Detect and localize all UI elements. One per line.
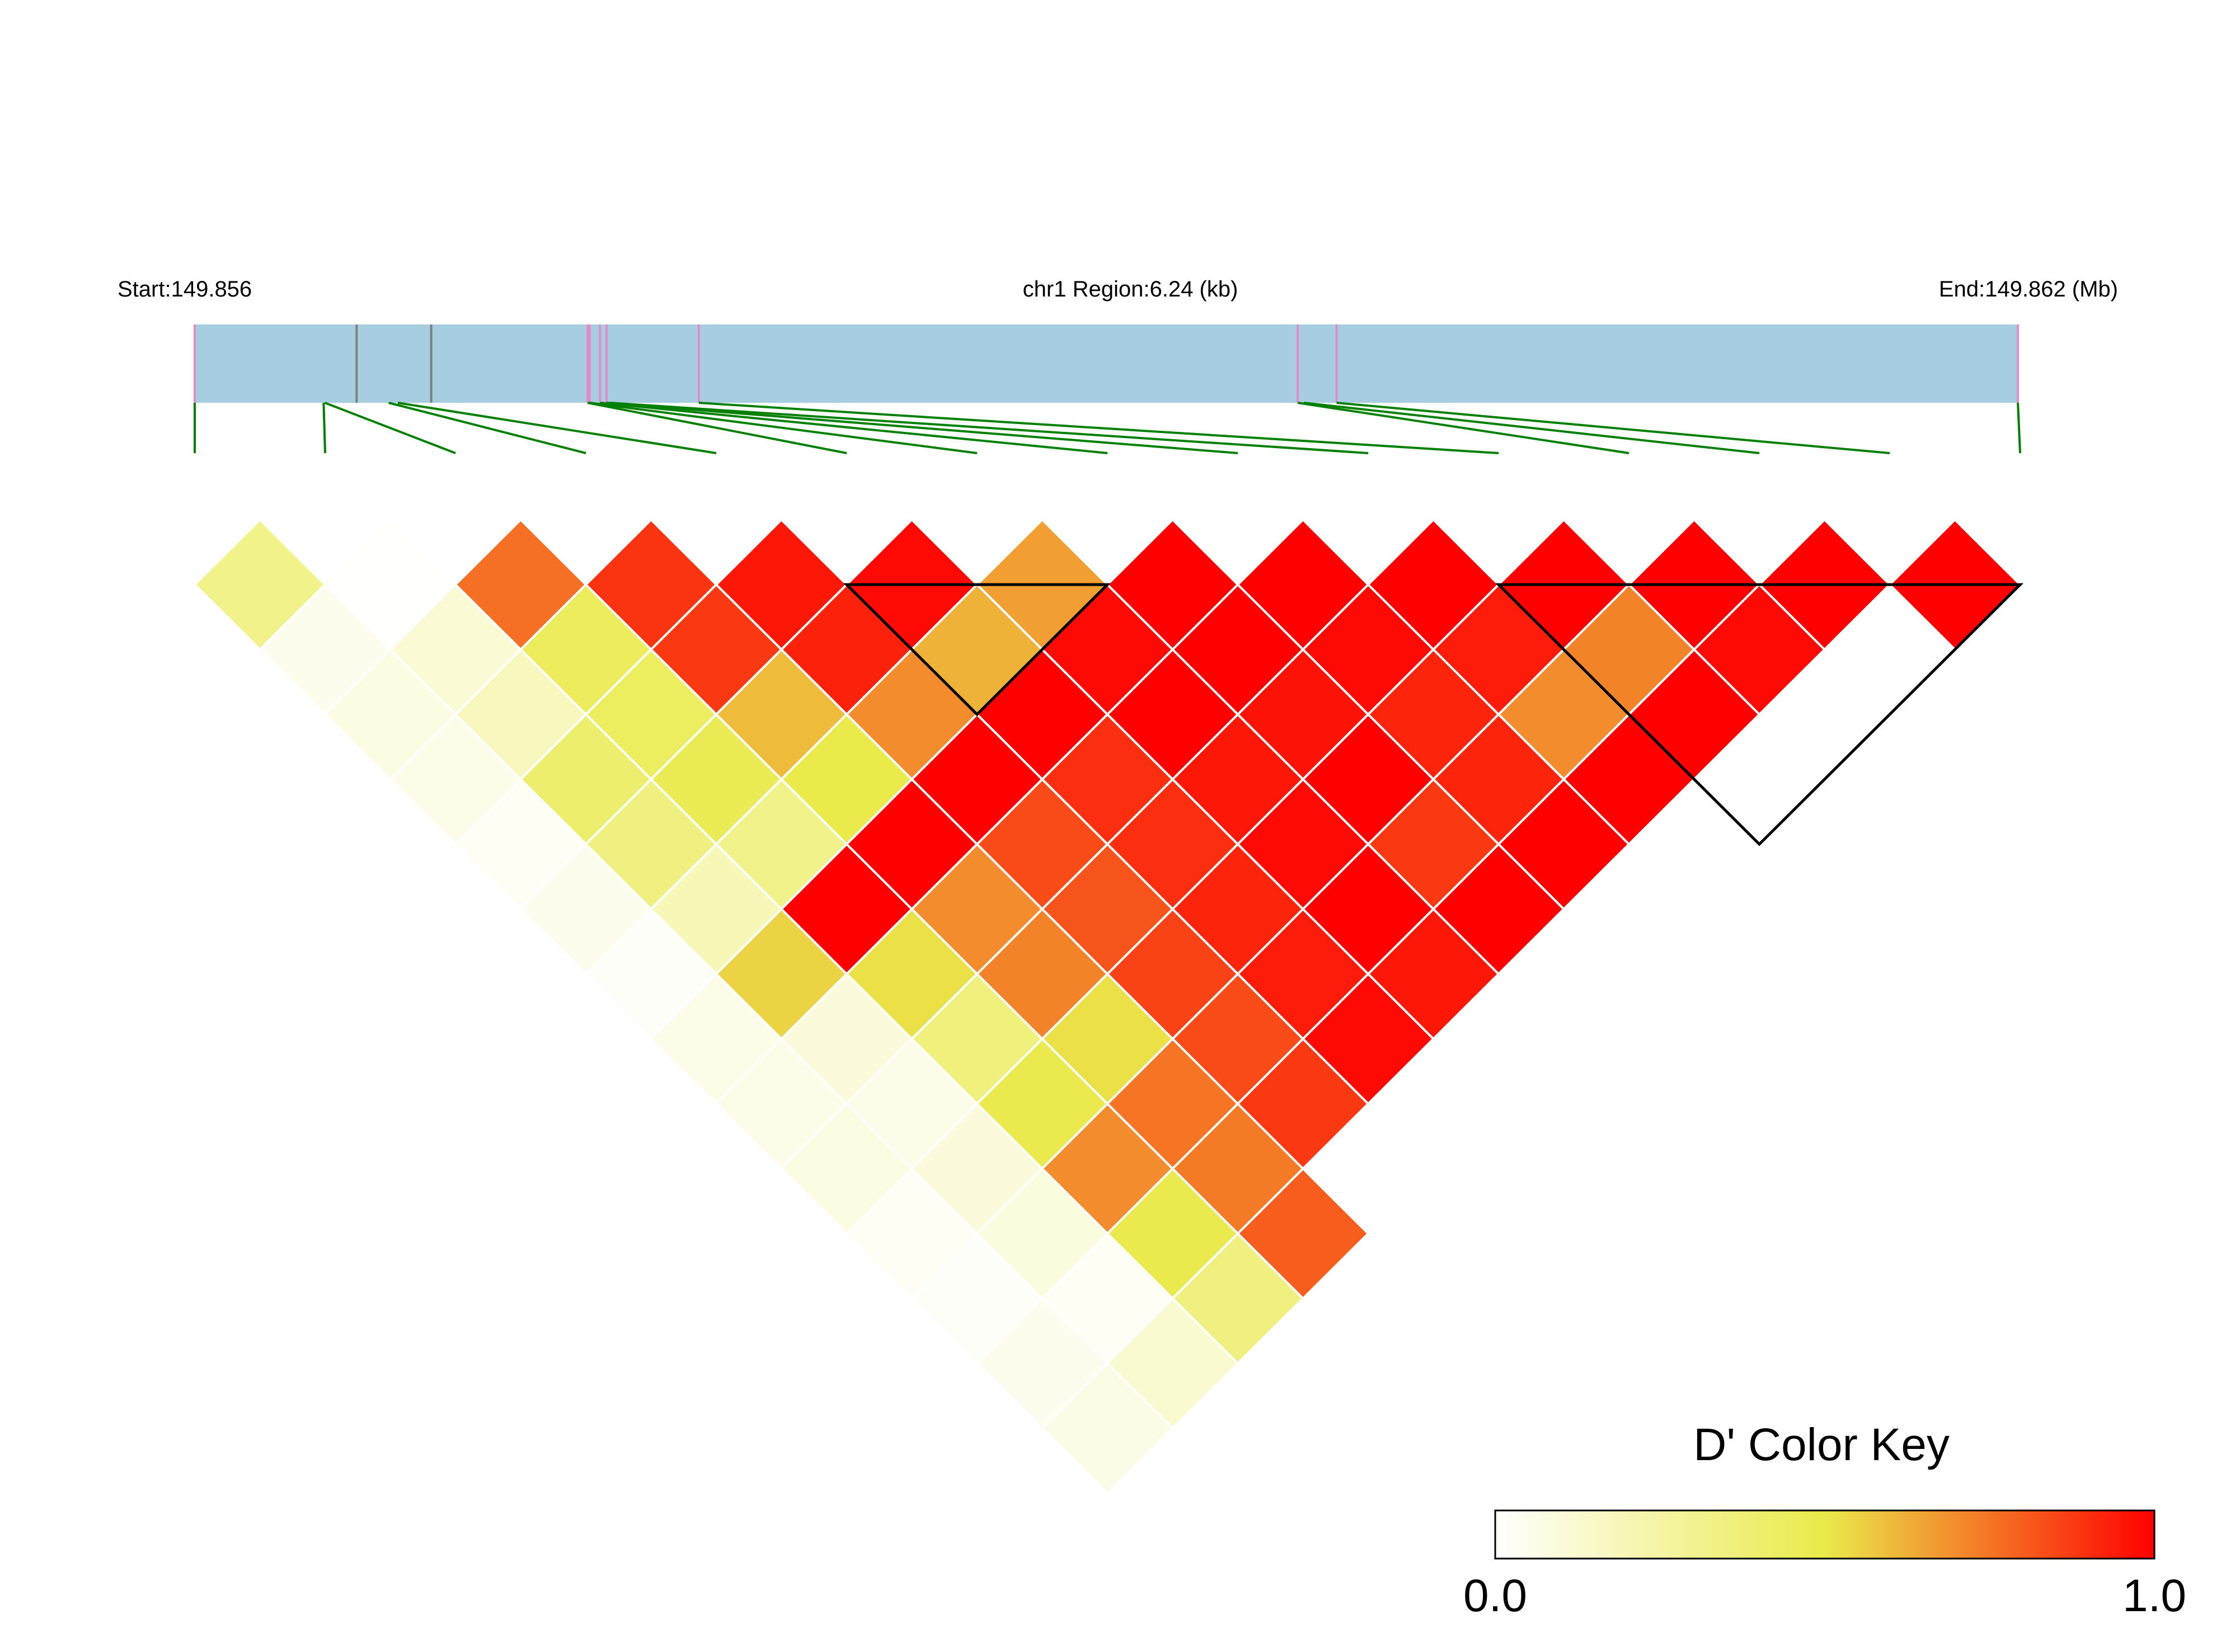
gene-track xyxy=(194,324,2019,403)
color-key-gradient xyxy=(1494,1509,2156,1560)
snp-connector-line xyxy=(587,402,847,454)
region-title: chr1 Region:6.24 (kb) xyxy=(1023,277,1238,302)
snp-connector-line xyxy=(397,402,717,454)
color-key-max-label: 1.0 xyxy=(2123,1570,2186,1621)
snp-connector-line xyxy=(2017,402,2021,454)
snp-connector-line xyxy=(600,402,1108,454)
snp-connector-line xyxy=(324,402,456,454)
snp-connector-line xyxy=(1336,402,1890,454)
snp-connector-line xyxy=(698,402,1499,454)
haplotype-block-outline xyxy=(843,583,1111,717)
dprime-cell xyxy=(1236,1167,1370,1300)
snp-connectors xyxy=(194,402,2021,454)
gene-band xyxy=(195,324,2018,403)
region-start-label: Start:149.856 xyxy=(118,277,252,302)
snp-connector-line xyxy=(1303,402,1760,454)
snp-connector-line xyxy=(322,402,326,454)
snp-connector-line xyxy=(589,402,978,454)
color-key-title: D' Color Key xyxy=(1693,1419,1950,1470)
haplotype-block-outline xyxy=(1495,583,2024,846)
snp-connector-line xyxy=(609,402,1369,454)
region-end-label: End:149.862 (Mb) xyxy=(1939,277,2118,302)
snp-connector-line xyxy=(388,402,586,454)
haplotype-blocks xyxy=(843,583,2024,846)
snp-connector-line xyxy=(1297,402,1630,454)
dprime-cells xyxy=(193,518,2022,1495)
color-key-min-label: 0.0 xyxy=(1463,1570,1527,1621)
snp-connector-line xyxy=(606,402,1238,454)
